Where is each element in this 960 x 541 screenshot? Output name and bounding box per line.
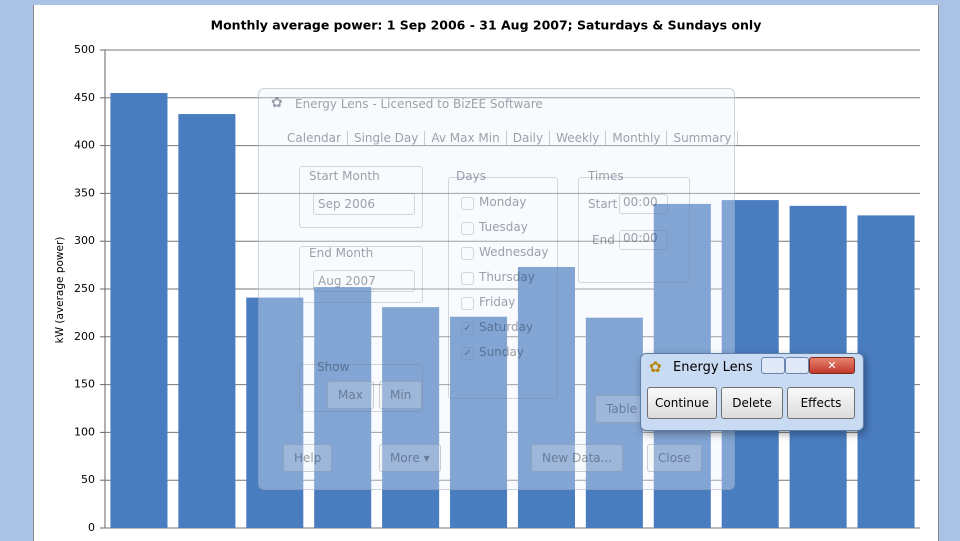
y-tick-label: 500 xyxy=(74,43,95,56)
checkbox[interactable] xyxy=(461,272,474,285)
button[interactable]: Max xyxy=(327,381,374,409)
group-box xyxy=(299,166,423,228)
tab[interactable]: Monthly xyxy=(606,131,668,145)
tab[interactable]: Weekly xyxy=(550,131,607,145)
y-axis-label: kW (average power) xyxy=(54,237,66,344)
close-button[interactable]: ✕ xyxy=(809,357,855,374)
minimize-button[interactable] xyxy=(761,357,785,374)
checkbox[interactable] xyxy=(461,197,474,210)
label: Days xyxy=(456,169,486,183)
day-label: Wednesday xyxy=(479,245,549,259)
y-tick-label: 400 xyxy=(74,139,95,152)
start-month-field[interactable]: Sep 2006 xyxy=(313,193,415,215)
day-label: Saturday xyxy=(479,320,534,334)
button[interactable]: More ▾ xyxy=(379,444,441,472)
checkbox[interactable] xyxy=(461,297,474,310)
checkbox[interactable] xyxy=(461,222,474,235)
group-box xyxy=(448,177,558,399)
button[interactable]: Close xyxy=(647,444,702,472)
end-time-field[interactable]: 00:00 xyxy=(619,230,668,250)
bar xyxy=(178,114,236,528)
bar xyxy=(857,215,915,528)
end-month-field[interactable]: Aug 2007 xyxy=(313,270,415,292)
y-tick-label: 50 xyxy=(81,473,95,486)
label: End Month xyxy=(309,246,374,260)
bar xyxy=(382,307,440,528)
tab[interactable]: Av Max Min xyxy=(425,131,507,145)
y-tick-label: 350 xyxy=(74,186,95,199)
bee-icon: ✿ xyxy=(271,95,283,111)
y-tick-label: 250 xyxy=(74,282,95,295)
label: Start xyxy=(588,197,618,211)
group-box xyxy=(578,177,690,283)
button[interactable]: New Data... xyxy=(531,444,624,472)
label: Start Month xyxy=(309,169,380,183)
button[interactable]: Help xyxy=(283,444,333,472)
button[interactable]: Continue xyxy=(647,387,717,419)
button[interactable]: Min xyxy=(379,381,423,409)
checkbox[interactable]: ✓ xyxy=(461,347,474,360)
checkbox[interactable]: ✓ xyxy=(461,322,474,335)
y-tick-label: 0 xyxy=(88,521,95,534)
y-tick-label: 100 xyxy=(74,425,95,438)
popup-dialog: ✿ Energy Lens ✕ Continue Delete Effects xyxy=(640,353,864,431)
bar xyxy=(517,267,575,528)
group-box xyxy=(299,364,423,412)
label: End xyxy=(592,233,615,247)
label: Show xyxy=(317,360,350,374)
bar xyxy=(450,316,508,528)
bar xyxy=(585,317,643,528)
tab[interactable]: Daily xyxy=(507,131,551,145)
day-label: Monday xyxy=(479,195,527,209)
dialog-title: Energy Lens - Licensed to BizEE Software xyxy=(295,97,543,111)
bee-icon: ✿ xyxy=(649,358,662,376)
tab[interactable]: Single Day xyxy=(348,131,426,145)
button[interactable]: Delete xyxy=(721,387,783,419)
tab[interactable]: Calendar xyxy=(281,131,348,145)
checkbox[interactable] xyxy=(461,247,474,260)
label: Times xyxy=(588,169,624,183)
y-tick-label: 150 xyxy=(74,378,95,391)
day-label: Friday xyxy=(479,295,516,309)
y-tick-label: 300 xyxy=(74,234,95,247)
day-label: Thursday xyxy=(479,270,535,284)
chart-title: Monthly average power: 1 Sep 2006 - 31 A… xyxy=(211,18,762,33)
popup-title: Energy Lens xyxy=(673,360,753,375)
group-box xyxy=(299,246,423,303)
start-time-field[interactable]: 00:00 xyxy=(619,194,668,214)
y-tick-label: 450 xyxy=(74,91,95,104)
day-label: Tuesday xyxy=(479,220,528,234)
bar xyxy=(246,297,304,528)
tab[interactable]: Summary xyxy=(667,131,739,145)
button[interactable]: Effects xyxy=(787,387,855,419)
day-label: Sunday xyxy=(479,345,524,359)
tab-row: Calendar Single Day Av Max Min Daily Weekly M… xyxy=(281,131,739,145)
y-tick-label: 200 xyxy=(74,330,95,343)
bar xyxy=(314,287,372,528)
bar xyxy=(110,93,168,529)
maximize-button[interactable] xyxy=(785,357,809,374)
